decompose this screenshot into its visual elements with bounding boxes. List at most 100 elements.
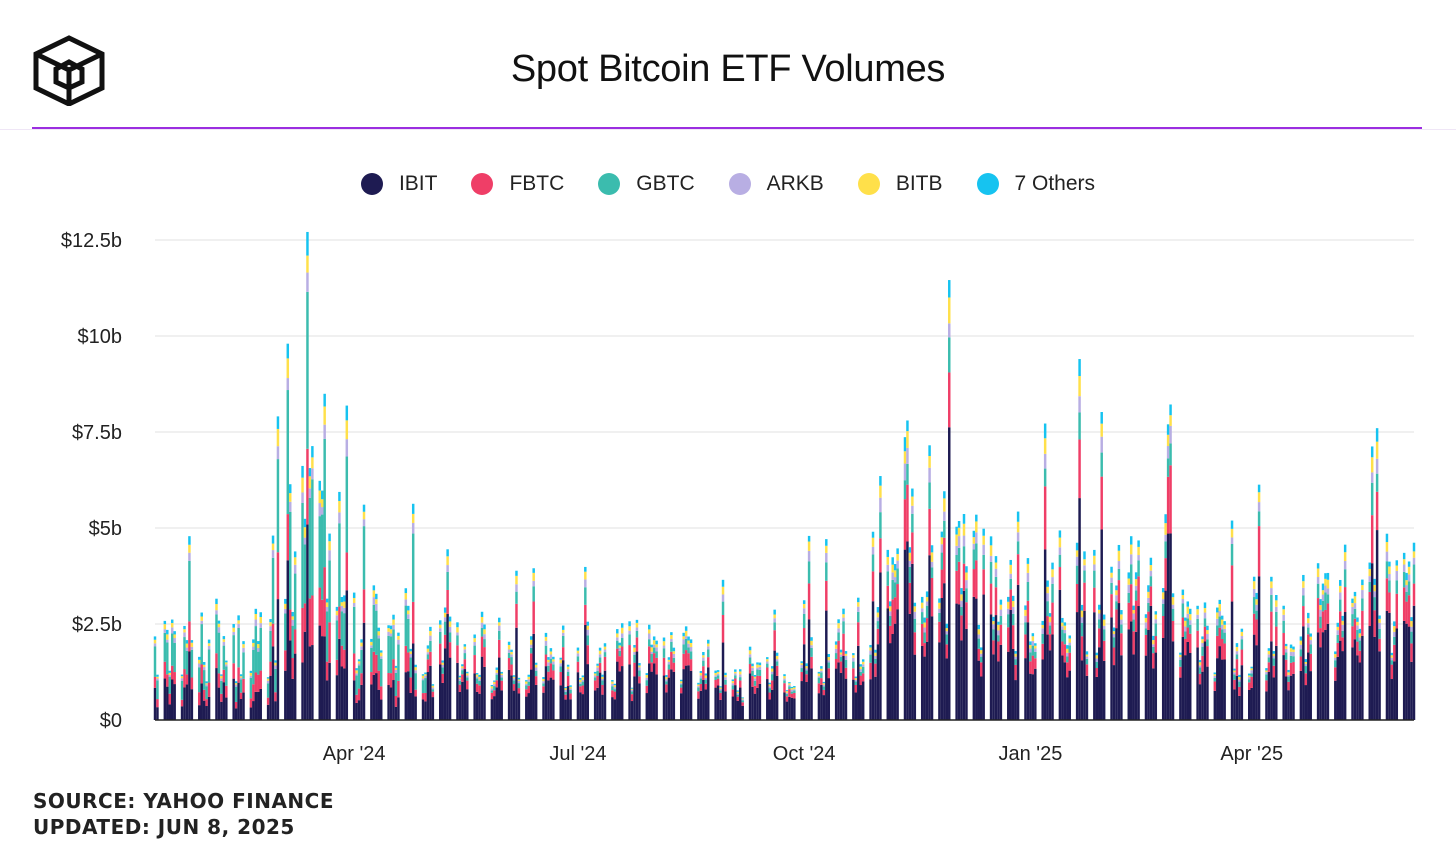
bar-segment-arkb xyxy=(793,689,796,691)
bar-segment-gbtc xyxy=(569,689,572,694)
bar-segment-bitb xyxy=(387,628,390,632)
bar-segment-fbtc xyxy=(770,680,774,690)
bar-segment-gbtc xyxy=(1373,597,1376,611)
bar-segment-bitb xyxy=(424,674,427,676)
bar-segment-arkb xyxy=(940,544,944,553)
bar-segment-gbtc xyxy=(306,291,309,449)
bar-segment-ibit xyxy=(1031,674,1035,720)
bar-segment-bitb xyxy=(938,602,941,609)
bar-segment-ibit xyxy=(652,663,656,720)
bar-segment-arkb xyxy=(284,608,287,614)
bar-segment-others xyxy=(1068,635,1071,639)
bar-segment-others xyxy=(893,564,897,571)
bar-segment-bitb xyxy=(544,636,548,641)
bar-segment-ibit xyxy=(982,594,985,720)
bar-segment-arkb xyxy=(286,378,290,391)
bar-segment-others xyxy=(1412,542,1416,552)
bar-segment-gbtc xyxy=(1385,561,1389,579)
bar-segment-arkb xyxy=(766,661,769,664)
bar-segment-gbtc xyxy=(638,670,641,677)
bar-segment-gbtc xyxy=(338,523,341,607)
bar-segment-gbtc xyxy=(827,662,830,669)
bar-segment-ibit xyxy=(252,701,255,720)
bar-segment-bitb xyxy=(352,597,356,603)
bar-segment-ibit xyxy=(1075,612,1079,720)
bar-segment-ibit xyxy=(684,665,688,720)
bar-segment-bitb xyxy=(719,687,722,689)
bar-segment-arkb xyxy=(601,679,604,681)
bar-segment-bitb xyxy=(1115,590,1118,596)
bar-segment-fbtc xyxy=(426,659,430,673)
bar-segment-ibit xyxy=(1137,606,1140,720)
bar-segment-gbtc xyxy=(1218,616,1221,628)
bar-segment-arkb xyxy=(1016,532,1020,542)
bar-segment-gbtc xyxy=(392,629,395,660)
bar-segment-bitb xyxy=(618,645,621,648)
bar-segment-arkb xyxy=(1373,591,1376,598)
bar-segment-others xyxy=(232,624,235,628)
bar-segment-ibit xyxy=(1189,653,1192,720)
bar-segment-fbtc xyxy=(375,654,378,674)
bar-segment-others xyxy=(837,619,840,624)
bar-segment-bitb xyxy=(1275,600,1278,607)
bar-segment-others xyxy=(507,641,511,645)
bar-segment-bitb xyxy=(1166,434,1170,447)
bar-segment-arkb xyxy=(1171,604,1175,609)
bar-segment-ibit xyxy=(662,675,666,720)
bar-segment-gbtc xyxy=(721,601,725,615)
bar-segment-gbtc xyxy=(756,669,759,676)
bar-segment-ibit xyxy=(259,688,262,720)
bar-segment-others xyxy=(293,551,297,558)
bar-segment-fbtc xyxy=(493,690,496,697)
bar-segment-arkb xyxy=(1252,588,1256,598)
bar-segment-gbtc xyxy=(500,677,503,681)
bar-segment-others xyxy=(1083,551,1086,560)
bar-segment-ibit xyxy=(1007,651,1010,720)
bar-segment-arkb xyxy=(1267,654,1271,658)
bar-segment-ibit xyxy=(945,658,949,720)
bar-segment-gbtc xyxy=(652,647,656,654)
bar-segment-bitb xyxy=(480,616,484,623)
bar-segment-bitb xyxy=(1080,610,1084,618)
bar-segment-fbtc xyxy=(1316,598,1320,633)
bar-segment-fbtc xyxy=(1238,686,1241,696)
bar-segment-gbtc xyxy=(525,685,528,690)
bar-segment-fbtc xyxy=(559,671,562,686)
bar-segment-gbtc xyxy=(495,674,499,681)
bar-segment-others xyxy=(411,503,415,514)
bar-segment-arkb xyxy=(544,640,548,646)
bar-segment-gbtc xyxy=(1235,654,1239,660)
bar-segment-others xyxy=(876,607,880,613)
bar-segment-gbtc xyxy=(601,680,604,685)
bar-segment-arkb xyxy=(1166,446,1170,459)
legend-label-ibit: IBIT xyxy=(398,172,438,195)
bar-segment-bitb xyxy=(517,679,521,681)
bar-segment-others xyxy=(1144,614,1148,618)
bar-segment-others xyxy=(999,599,1003,605)
bar-segment-gbtc xyxy=(741,700,744,703)
bar-segment-arkb xyxy=(1321,594,1325,601)
bar-segment-arkb xyxy=(1029,648,1032,653)
bar-segment-others xyxy=(748,646,752,651)
bar-segment-arkb xyxy=(1319,609,1322,617)
bar-segment-arkb xyxy=(999,609,1003,616)
bar-segment-bitb xyxy=(768,684,771,687)
bar-segment-gbtc xyxy=(903,480,907,500)
bar-segment-fbtc xyxy=(1063,644,1067,663)
bar-segment-bitb xyxy=(1075,550,1079,557)
bar-segment-bitb xyxy=(800,663,803,666)
bar-segment-gbtc xyxy=(581,681,585,686)
bar-segment-ibit xyxy=(758,683,762,720)
bar-segment-bitb xyxy=(463,646,467,650)
bar-segment-others xyxy=(1250,666,1253,669)
bar-segment-gbtc xyxy=(1166,458,1170,477)
bar-segment-arkb xyxy=(1375,458,1379,474)
bar-segment-arkb xyxy=(844,655,848,660)
bar-segment-others xyxy=(1149,557,1153,566)
bar-segment-gbtc xyxy=(1110,582,1113,595)
bar-segment-fbtc xyxy=(325,661,329,681)
bar-segment-bitb xyxy=(549,651,553,655)
bar-segment-arkb xyxy=(1009,573,1012,579)
bar-segment-bitb xyxy=(790,688,794,690)
bar-segment-bitb xyxy=(289,493,292,502)
